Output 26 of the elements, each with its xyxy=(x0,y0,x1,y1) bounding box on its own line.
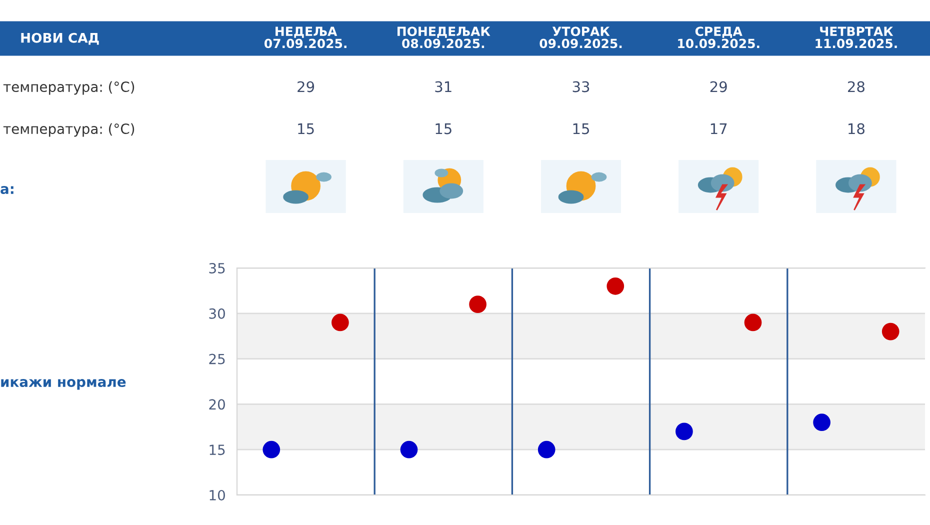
y-tick-label: 15 xyxy=(210,444,225,456)
data-label: 33 xyxy=(572,81,590,92)
text: ПОНЕДЕЉАК 08.09.2025. xyxy=(398,26,490,48)
y-tick-label: 35 xyxy=(209,262,225,274)
text: температура: (°C) xyxy=(3,81,134,95)
text: УТОРАК 09.09.2025. xyxy=(540,26,622,48)
text: СРЕДА 10.09.2025. xyxy=(678,26,760,48)
y-tick-label: 25 xyxy=(209,354,225,364)
data-label: 29 xyxy=(298,81,314,92)
text: ЧЕТВРТАК 11.09.2025. xyxy=(816,26,897,48)
y-tick-label: 10 xyxy=(210,490,225,500)
data-label: 29 xyxy=(710,81,727,92)
y-tick-label: 30 xyxy=(209,308,225,319)
data-label: 15 xyxy=(573,123,590,134)
data-label: 31 xyxy=(435,81,452,92)
y-tick-label: 20 xyxy=(209,399,225,410)
data-label: 17 xyxy=(710,123,727,134)
data-label: 15 xyxy=(298,123,314,134)
data-label: 15 xyxy=(436,123,452,134)
text: НОВИ САД xyxy=(21,32,99,45)
text: НЕДЕЉА 07.09.2025. xyxy=(264,26,346,48)
text: а: xyxy=(0,186,14,194)
data-label: 18 xyxy=(848,123,864,134)
text: температура: (°C) xyxy=(3,123,134,137)
text: икажи нормале xyxy=(1,379,126,390)
data-label: 28 xyxy=(848,81,864,92)
